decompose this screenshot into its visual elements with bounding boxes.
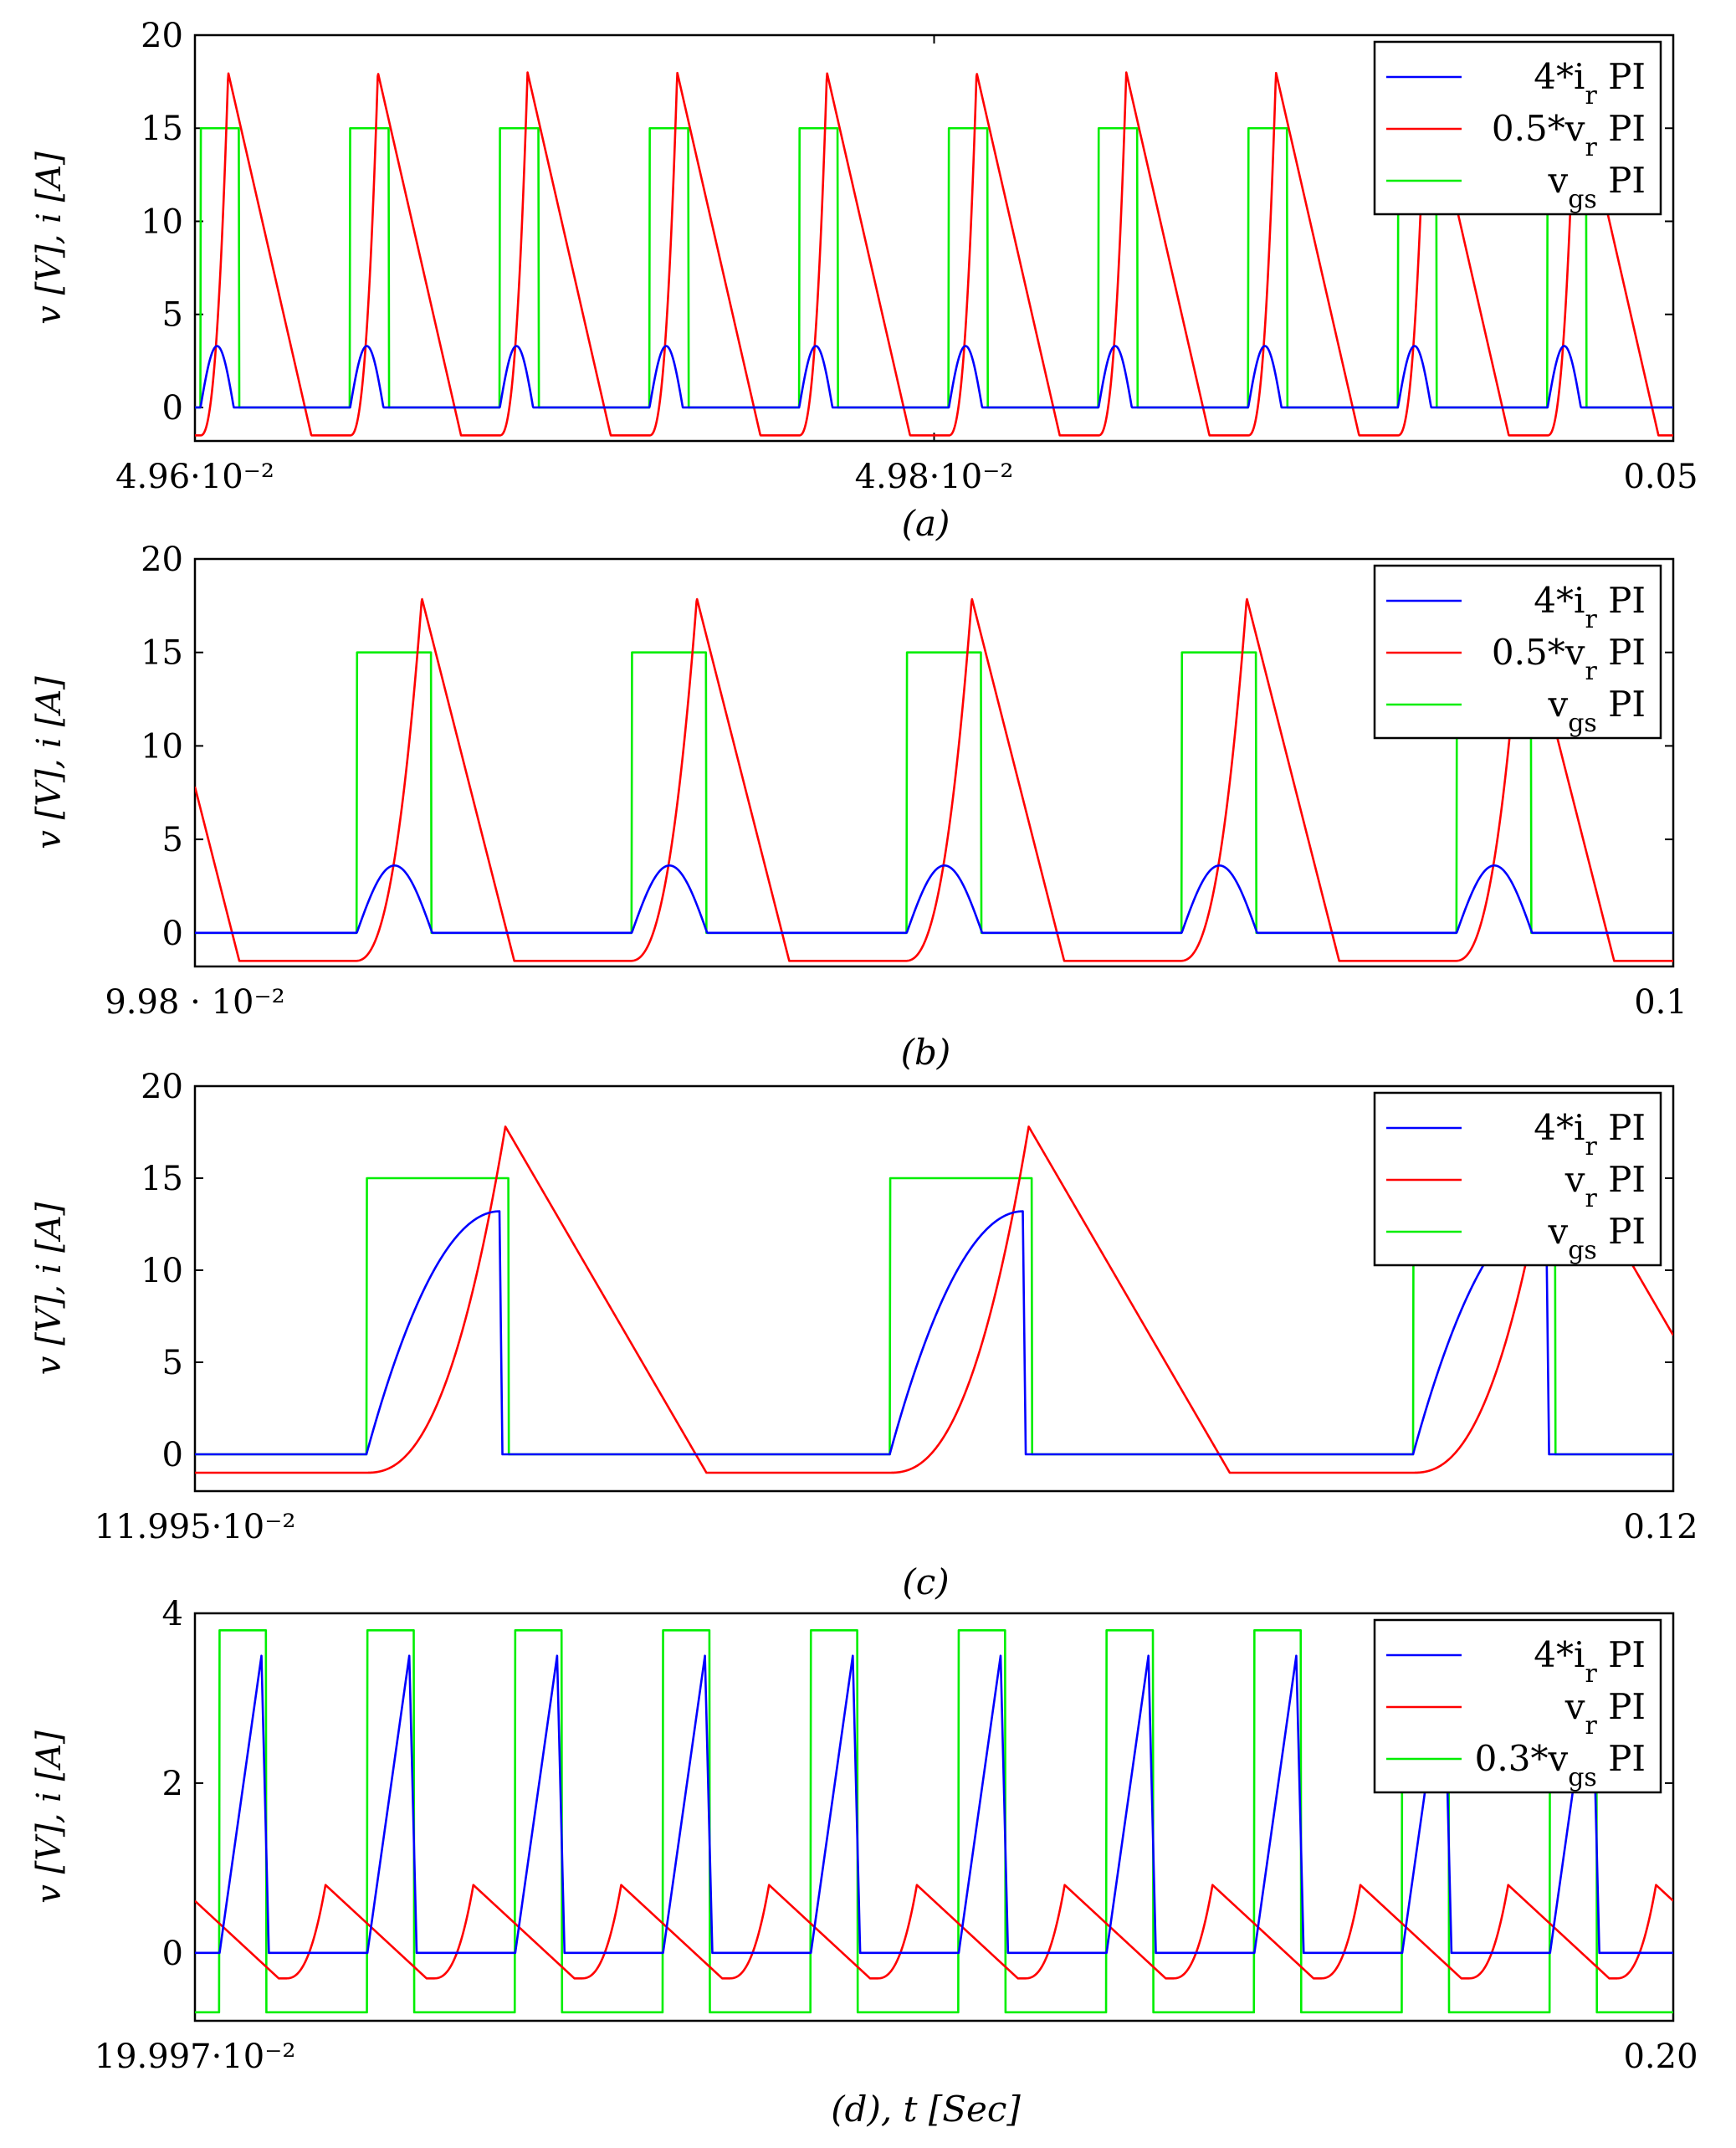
y-tick-label: 15 — [141, 110, 183, 148]
y-tick-label: 10 — [141, 202, 183, 241]
plot-frame — [193, 1084, 1675, 1493]
legend-entry: vgs PI — [1547, 1211, 1646, 1265]
y-tick-label: 10 — [141, 727, 183, 766]
y-tick-label: 4 — [162, 1595, 183, 1633]
legend-entry: 4*ir PI — [1534, 1634, 1646, 1689]
x-tick-label: 4.96·10⁻² — [115, 458, 274, 496]
panel-caption: (a) — [902, 503, 950, 544]
x-tick-label: 4.98·10⁻² — [855, 458, 1014, 496]
x-tick-label: 0.1 — [1634, 983, 1687, 1022]
y-tick-label: 0 — [162, 1436, 183, 1474]
panel-caption: (c) — [902, 1561, 949, 1602]
y-tick-label: 10 — [141, 1252, 183, 1290]
x-axis-ticks: 4.96·10⁻² 4.98·10⁻² 0.05 — [115, 35, 1698, 496]
x-axis-ticks: 9.98 · 10⁻² 0.1 — [105, 559, 1687, 1022]
y-tick-label: 15 — [141, 1160, 183, 1198]
panel-3: 0 5 10 15 20 11.995·10⁻² 0.12 v [V], i [A] (c) 4*… — [30, 1068, 1698, 1602]
y-tick-label: 5 — [162, 296, 183, 335]
legend-entry: vr PI — [1564, 1686, 1646, 1740]
plot-frame — [193, 557, 1675, 968]
y-axis-ticks: 0 5 10 15 20 — [141, 17, 1673, 428]
x-tick-label: 19.997·10⁻² — [95, 2038, 296, 2076]
y-tick-label: 0 — [162, 915, 183, 953]
x-tick-label: 0.20 — [1623, 2038, 1698, 2076]
series-line-voltage — [195, 597, 1673, 962]
y-axis-label: v [V], i [A] — [30, 151, 69, 325]
panel-1: 0 5 10 15 20 4.96·10⁻² 4.98·10⁻² 0.05 v [V], i [… — [30, 17, 1698, 544]
legend-entry: 0.5*vr PI — [1492, 632, 1646, 686]
x-axis-ticks: 11.995·10⁻² 0.12 — [95, 1086, 1698, 1546]
legend-entry: 4*ir PI — [1534, 580, 1646, 634]
legend-entry: vgs PI — [1547, 160, 1646, 214]
y-tick-label: 0 — [162, 389, 183, 428]
legend-entry: vr PI — [1564, 1159, 1646, 1213]
series-line-voltage — [195, 1125, 1673, 1474]
x-tick-label: 11.995·10⁻² — [95, 1508, 296, 1546]
series-line-current — [195, 345, 1673, 409]
y-tick-label: 2 — [162, 1765, 183, 1803]
legend-entry: 0.3*vgs PI — [1475, 1738, 1646, 1792]
y-tick-label: 15 — [141, 634, 183, 673]
series-line-voltage — [195, 1884, 1673, 1980]
legend-entry: 4*ir PI — [1534, 1107, 1646, 1161]
y-axis-ticks: 0 5 10 15 20 — [141, 1068, 1673, 1474]
x-axis-ticks: 19.997·10⁻² 0.20 — [95, 1613, 1698, 2076]
y-axis-label: v [V], i [A] — [30, 1730, 69, 1904]
panel-4: 0 2 4 19.997·10⁻² 0.20 v [V], i [A] (d), t [Se… — [30, 1595, 1698, 2130]
y-tick-label: 5 — [162, 1344, 183, 1382]
y-tick-label: 20 — [141, 541, 183, 579]
y-axis-ticks: 0 5 10 15 20 — [141, 541, 1673, 953]
legend-entry: 4*ir PI — [1534, 56, 1646, 110]
panel-2: 0 5 10 15 20 9.98 · 10⁻² 0.1 v [V], i [A] (b) 4*i… — [30, 541, 1687, 1073]
panel-caption: (d), t [Sec] — [831, 2089, 1021, 2130]
legend-entry: 0.5*vr PI — [1492, 108, 1646, 162]
panel-caption: (b) — [901, 1032, 951, 1073]
series-line-current — [195, 864, 1673, 935]
y-tick-label: 20 — [141, 1068, 183, 1106]
y-tick-label: 0 — [162, 1935, 183, 1973]
plot-frame — [193, 1612, 1675, 2022]
legend-entry: vgs PI — [1547, 684, 1646, 738]
series-line-current — [195, 1210, 1673, 1456]
y-tick-label: 20 — [141, 17, 183, 55]
y-tick-label: 5 — [162, 821, 183, 859]
x-tick-label: 0.12 — [1623, 1508, 1698, 1546]
x-tick-label: 0.05 — [1623, 458, 1698, 496]
x-tick-label: 9.98 · 10⁻² — [105, 983, 284, 1022]
y-axis-label: v [V], i [A] — [30, 676, 69, 849]
y-axis-label: v [V], i [A] — [30, 1202, 69, 1375]
y-axis-ticks: 0 2 4 — [162, 1595, 1673, 1973]
